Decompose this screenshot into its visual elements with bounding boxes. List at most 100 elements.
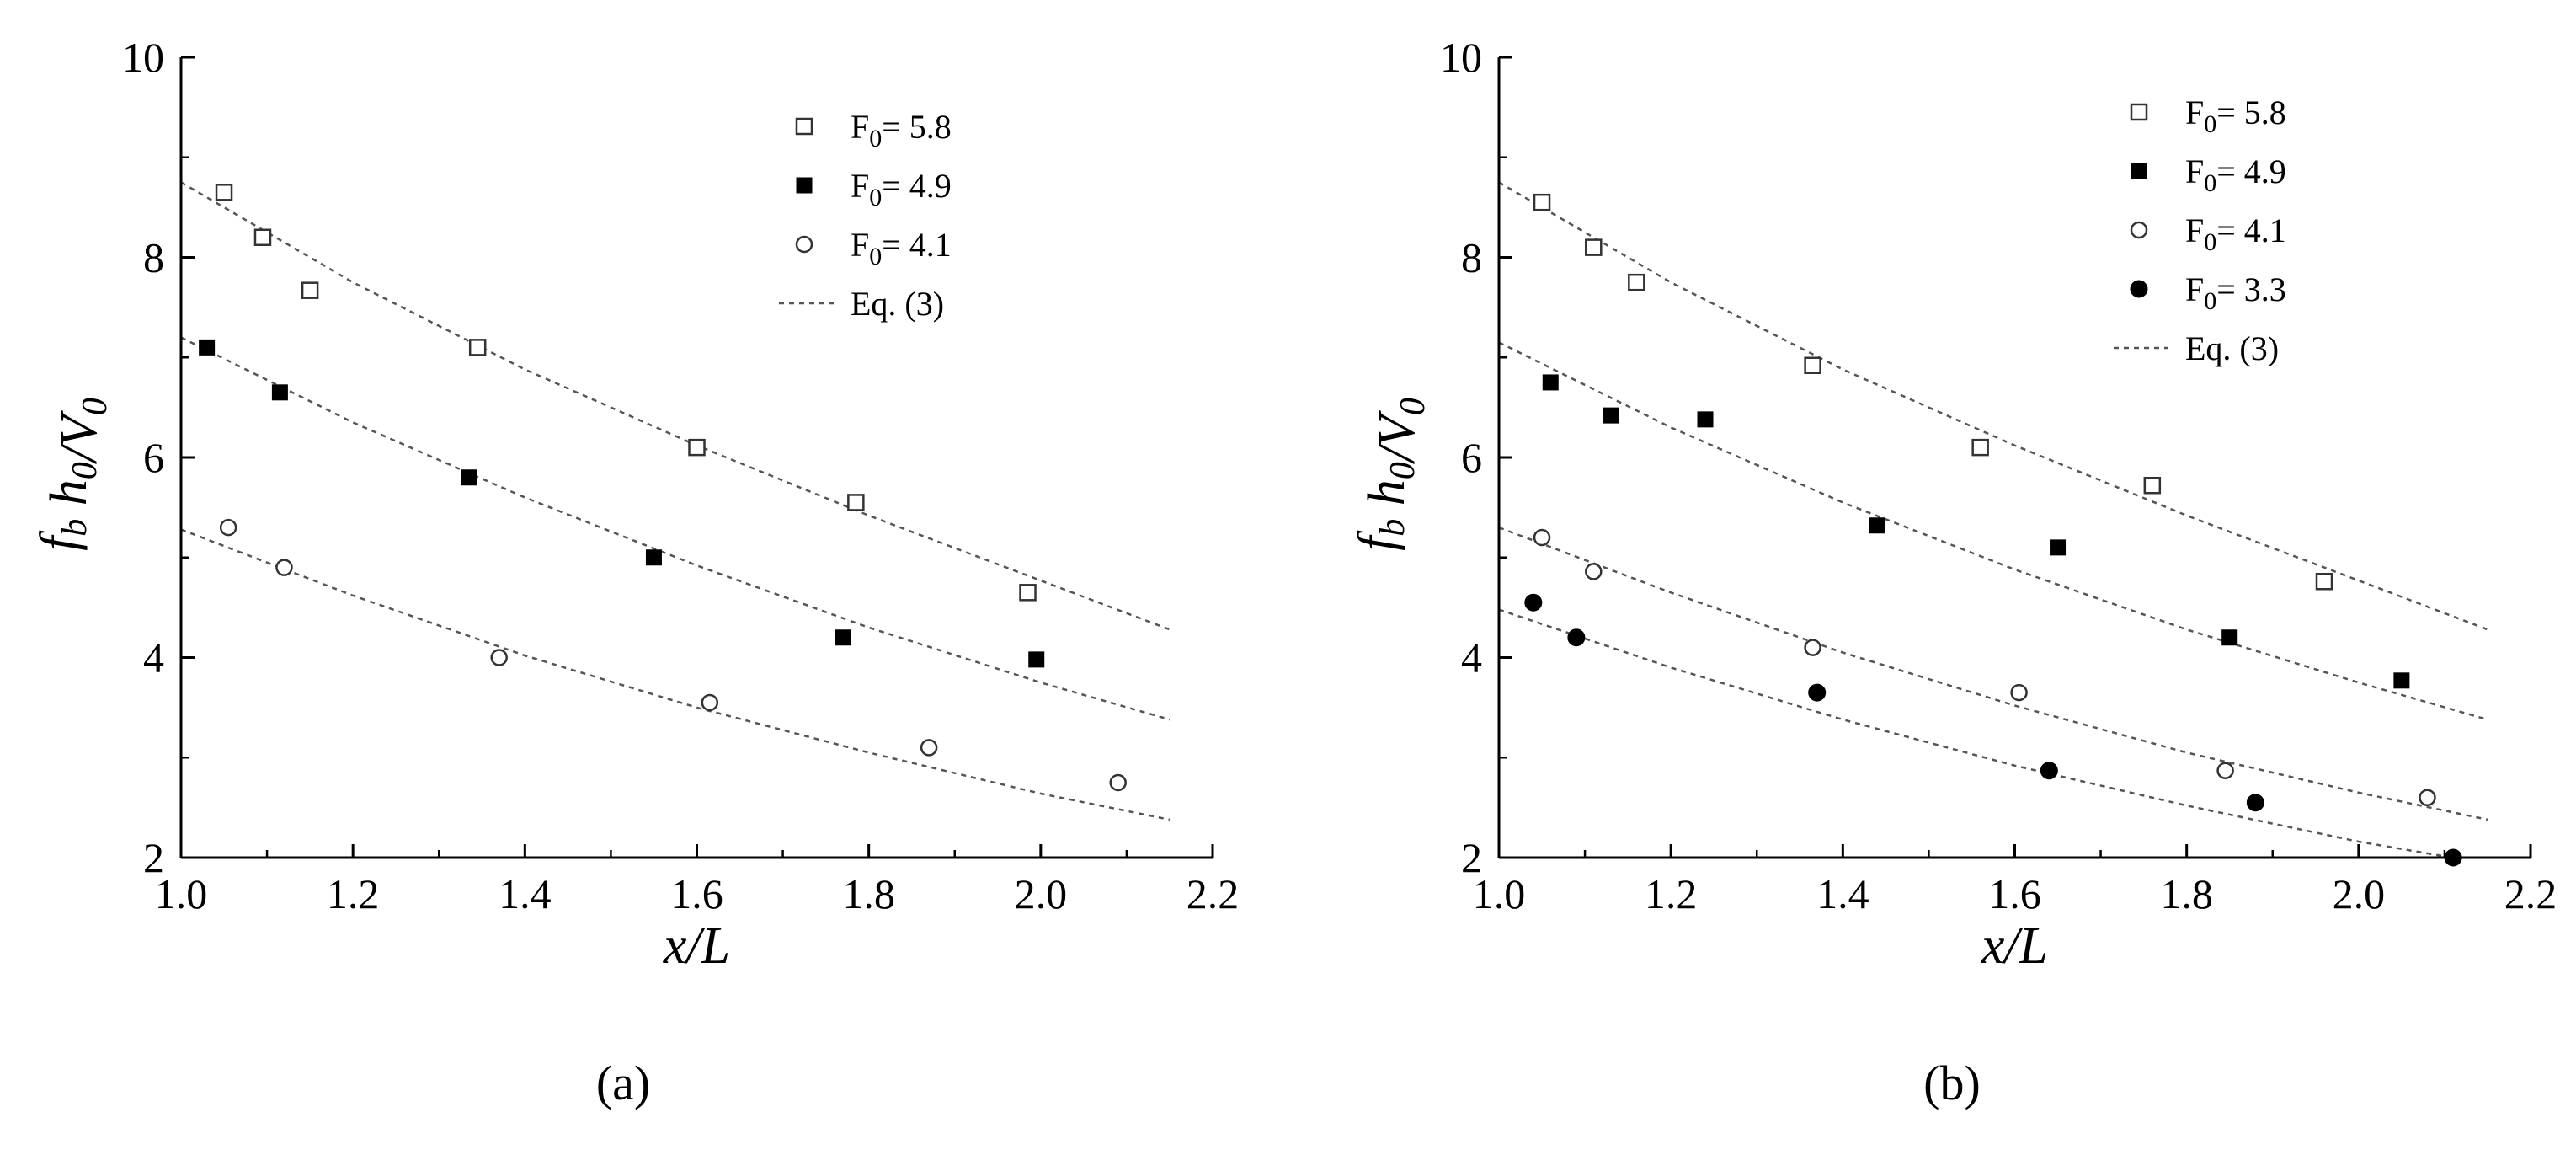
data-point: [920, 739, 938, 757]
fit-line: [181, 336, 1171, 721]
fit-line: [1499, 608, 2459, 858]
y-tick-label: 10: [1440, 34, 1482, 81]
data-point: [461, 469, 477, 486]
fit-line: [1499, 181, 2488, 631]
chart-panel-a: 1.0 1.2 1.4 1.6 1.8 2.0 2.2 2 4 6 8 10 x/L fb h0/V0 F0…: [30, 34, 1239, 1110]
data-point: [1533, 193, 1551, 211]
data-point: [1628, 273, 1645, 291]
series-open-circle: [219, 518, 1127, 792]
legend-marker: [2131, 163, 2147, 179]
data-point: [1567, 628, 1586, 647]
legend-marker: [2130, 221, 2148, 239]
chart-panel-b: 1.0 1.2 1.4 1.6 1.8 2.0 2.2 2 4 6 8 10 x/L fb h0/V0 F0…: [1348, 34, 2557, 1110]
legend-label: Eq. (3): [851, 285, 944, 323]
panel-label: (a): [596, 1056, 650, 1110]
series-open-square: [1533, 193, 2333, 591]
x-tick-label: 1.4: [499, 870, 552, 917]
fit-lines: [181, 181, 1171, 821]
series-open-circle: [1533, 528, 2436, 806]
series-open-square: [215, 184, 1037, 602]
x-tick-label: 2.0: [1015, 870, 1068, 917]
legend-label: Eq. (3): [2185, 329, 2279, 367]
data-point: [219, 518, 237, 537]
data-point: [2393, 672, 2410, 689]
fit-line: [181, 528, 1171, 821]
legend-marker: [795, 235, 813, 254]
panel-label: (b): [1923, 1056, 1981, 1110]
y-tick-label: 10: [122, 34, 164, 81]
data-point: [701, 693, 719, 712]
data-point: [271, 384, 288, 401]
data-point: [1585, 238, 1603, 256]
data-point: [2419, 789, 2436, 806]
legend-label: F0= 5.8: [2185, 94, 2286, 138]
series-filled-circle: [1524, 593, 2462, 867]
data-point: [490, 649, 508, 666]
data-point: [1869, 517, 1885, 534]
y-tick-label: 6: [143, 434, 164, 481]
data-point: [1971, 438, 1989, 457]
data-point: [2040, 762, 2058, 780]
x-tick-label: 1.2: [327, 870, 380, 917]
y-tick-label: 6: [1461, 434, 1482, 481]
legend-label: F0= 5.8: [851, 108, 952, 152]
x-axis-title: x/L: [1981, 917, 2048, 975]
data-point: [253, 228, 272, 246]
data-point: [1028, 651, 1045, 668]
x-tick-label: 1.0: [1473, 870, 1526, 917]
legend-marker: [796, 177, 813, 194]
y-axis-title: fb h0/V0: [30, 398, 115, 551]
data-point: [2444, 848, 2462, 867]
data-point: [1533, 528, 1551, 547]
data-point: [835, 629, 851, 646]
data-point: [301, 281, 319, 299]
legend-label: F0= 3.3: [2185, 270, 2286, 315]
legend-marker: [795, 117, 813, 136]
y-axis-title: fb h0/V0: [1348, 398, 1432, 551]
data-point: [1019, 584, 1037, 602]
legend-marker: [2130, 280, 2148, 298]
legend-label: F0= 4.9: [851, 167, 952, 211]
legend-label: F0= 4.1: [851, 226, 952, 270]
x-tick-label: 2.0: [2333, 870, 2386, 917]
data-point: [199, 339, 216, 356]
x-tick-label: 2.2: [2504, 870, 2557, 917]
fit-lines: [1499, 181, 2488, 858]
data-point: [468, 339, 487, 356]
legend: F0= 5.8 F0= 4.9 F0= 4.1 Eq. (3): [779, 108, 952, 323]
data-point: [275, 559, 293, 576]
data-point: [2010, 683, 2028, 702]
data-point: [1808, 683, 1827, 702]
y-tick-label: 8: [143, 234, 164, 281]
data-point: [2050, 539, 2067, 556]
fit-line: [1499, 341, 2488, 721]
data-point: [1697, 411, 1714, 428]
x-tick-label: 1.6: [1988, 870, 2041, 917]
data-point: [2315, 573, 2333, 591]
y-tick-label: 2: [1461, 834, 1482, 881]
x-tick-label: 1.8: [842, 870, 895, 917]
data-point: [847, 494, 865, 511]
data-point: [1804, 356, 1821, 374]
data-point: [1109, 773, 1127, 792]
series-filled-square: [1542, 374, 2410, 689]
series-filled-square: [199, 339, 1045, 668]
x-tick-label: 1.0: [155, 870, 208, 917]
data-point: [1804, 639, 1821, 656]
legend: F0= 5.8 F0= 4.9 F0= 4.1 F0= 3.3 Eq. (3): [2114, 94, 2286, 367]
data-point: [2221, 629, 2238, 646]
data-point: [1542, 374, 1559, 391]
data-point: [1585, 563, 1603, 580]
x-axis-title: x/L: [663, 917, 730, 975]
data-point: [645, 549, 662, 566]
data-point: [1603, 407, 1619, 424]
y-tick-label: 4: [143, 634, 164, 682]
x-tick-label: 1.6: [670, 870, 723, 917]
data-point: [688, 438, 706, 457]
y-tick-label: 2: [143, 834, 164, 881]
legend-label: F0= 4.1: [2185, 211, 2286, 256]
fit-line: [181, 181, 1171, 631]
y-tick-label: 4: [1461, 634, 1482, 682]
fit-line: [1499, 526, 2488, 821]
